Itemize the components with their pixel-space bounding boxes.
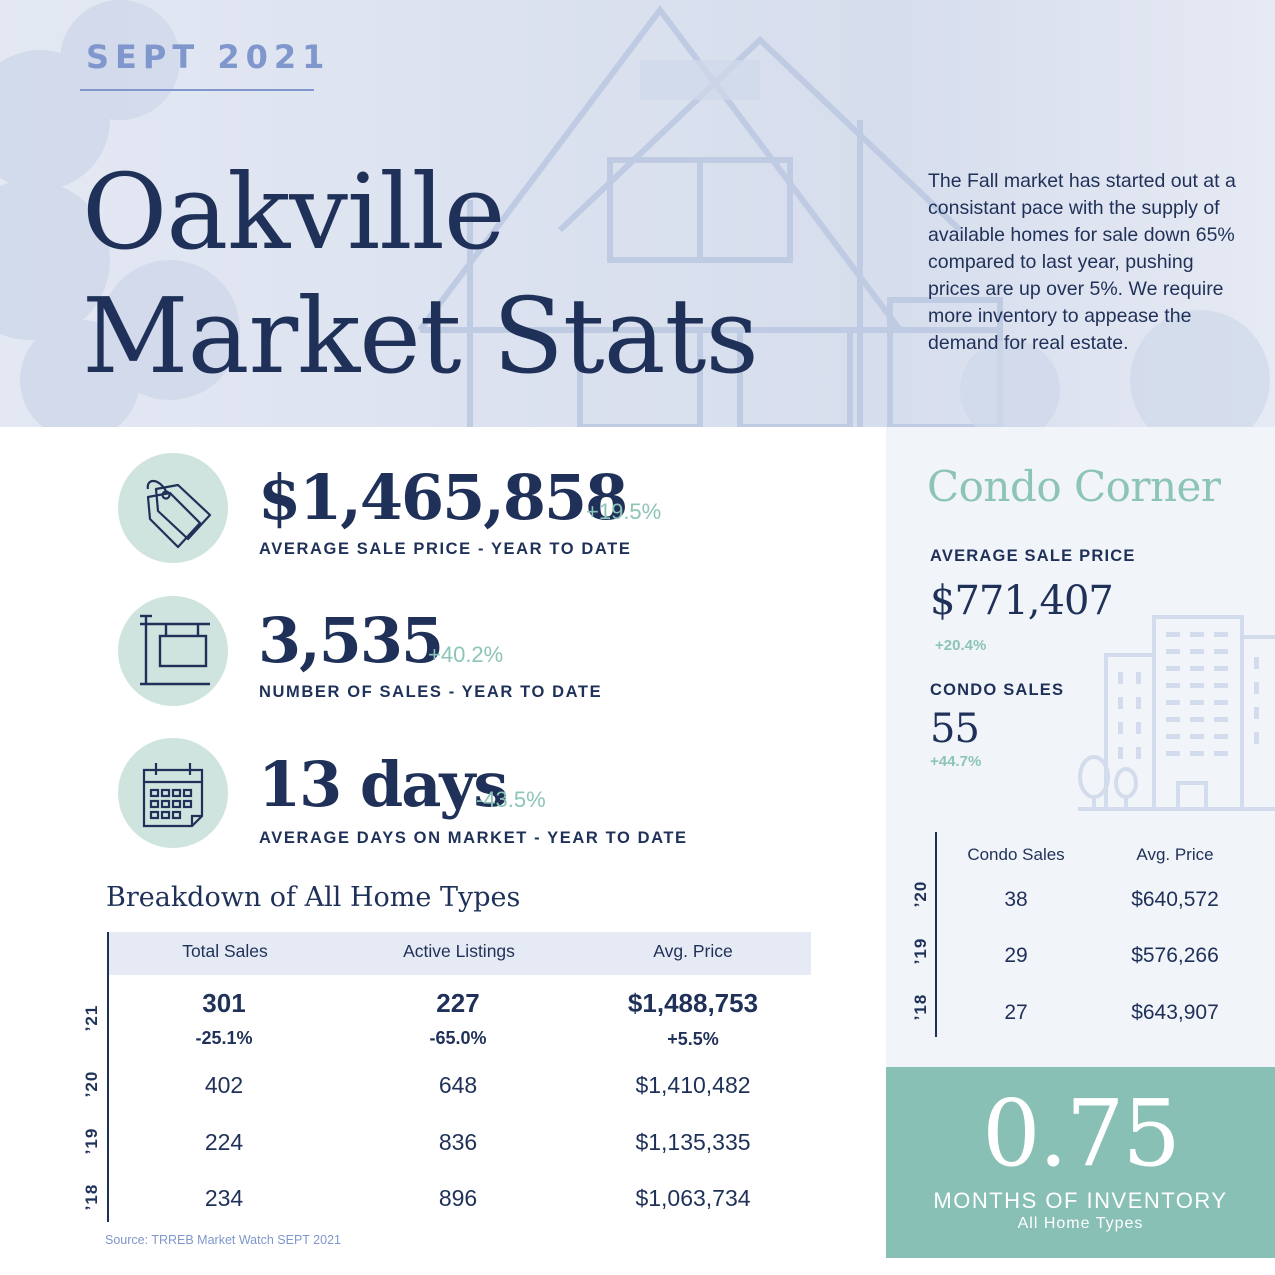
condo-year-label-2019: ’19 <box>911 937 930 965</box>
avg-price-2018: $1,063,734 <box>635 1185 751 1211</box>
months-of-inventory-value: 0.75 <box>982 1080 1181 1187</box>
breakdown-table-header <box>108 932 811 975</box>
total-sales-2020: 402 <box>204 1072 244 1098</box>
year-label-2019: ’19 <box>82 1127 101 1155</box>
months-of-inventory-sublabel: All Home Types <box>1017 1215 1144 1232</box>
page-title: Oakville Market Stats <box>82 150 759 398</box>
months-of-inventory-label: MONTHS OF INVENTORY <box>933 1188 1228 1213</box>
total-sales-2021-change: -25.1% <box>195 1028 253 1048</box>
condo-avg-price-change: +20.4% <box>935 637 987 654</box>
condo-avg-price-2020: $640,572 <box>1131 888 1219 911</box>
condo-sales-2019: 29 <box>1004 944 1028 967</box>
condo-corner-panel <box>886 427 1275 1067</box>
active-listings-2020: 648 <box>438 1072 478 1098</box>
year-label-2020: ’20 <box>82 1070 101 1098</box>
total-sales-2019: 224 <box>204 1129 244 1155</box>
column-header-avg-price: Avg. Price <box>653 941 733 961</box>
condo-year-label-2018: ’18 <box>911 993 930 1021</box>
number-of-sales-label: NUMBER OF SALES - YEAR TO DATE <box>259 683 603 701</box>
avg-price-2019: $1,135,335 <box>635 1129 751 1155</box>
year-label-2021: ’21 <box>82 1004 101 1032</box>
days-on-market-label: AVERAGE DAYS ON MARKET - YEAR TO DATE <box>259 829 688 847</box>
months-of-inventory-panel <box>886 1067 1275 1258</box>
avg-price-2020: $1,410,482 <box>635 1072 751 1098</box>
calendar-icon <box>118 738 228 848</box>
active-listings-2019: 836 <box>438 1129 478 1155</box>
source-note: Source: TRREB Market Watch SEPT 2021 <box>105 1233 341 1247</box>
avg-sale-price-value: $1,465,858 <box>258 461 628 534</box>
hero-banner <box>0 0 1275 427</box>
issue-underline <box>80 89 314 91</box>
number-of-sales-change: +40.2% <box>428 642 504 667</box>
for-sale-sign-icon <box>118 596 228 706</box>
number-of-sales-value: 3,535 <box>258 604 444 677</box>
price-tag-icon <box>118 453 228 563</box>
condo-avg-price-2019: $576,266 <box>1131 944 1219 967</box>
condo-sales-2018: 27 <box>1004 1001 1028 1024</box>
total-sales-2021: 301 <box>202 988 246 1018</box>
year-label-2018: ’18 <box>82 1183 101 1211</box>
house-photo-background <box>0 0 1275 427</box>
condo-year-axis-line <box>935 832 937 1037</box>
condo-column-header-avg-price: Avg. Price <box>1136 845 1214 864</box>
avg-sale-price-change: +19.5% <box>586 499 662 524</box>
condo-sales-label: CONDO SALES <box>930 681 1065 699</box>
condo-avg-price-value: $771,407 <box>930 578 1114 624</box>
breakdown-year-axis-line <box>107 932 109 1222</box>
total-sales-2018: 234 <box>204 1185 244 1211</box>
intro-paragraph: The Fall market has started out at a con… <box>928 170 1236 354</box>
breakdown-title: Breakdown of All Home Types <box>106 882 521 913</box>
condo-avg-price-2018: $643,907 <box>1131 1001 1219 1024</box>
avg-price-2021-change: +5.5% <box>667 1029 719 1049</box>
title-line-1: Oakville <box>82 151 505 273</box>
issue-date: SEPT 2021 <box>86 38 331 76</box>
avg-sale-price-label: AVERAGE SALE PRICE - YEAR TO DATE <box>259 540 632 558</box>
condo-sales-2020: 38 <box>1004 888 1028 911</box>
days-on-market-change: -43.5% <box>476 787 546 812</box>
days-on-market-value: 13 days <box>258 748 508 821</box>
column-header-active-listings: Active Listings <box>403 941 515 961</box>
condo-column-header-sales: Condo Sales <box>967 845 1065 864</box>
condo-avg-price-label: AVERAGE SALE PRICE <box>930 547 1136 565</box>
title-line-2: Market Stats <box>82 275 759 397</box>
column-header-total-sales: Total Sales <box>182 941 268 961</box>
avg-price-2021: $1,488,753 <box>627 988 759 1018</box>
condo-sales-value: 55 <box>930 706 980 752</box>
condo-sales-change: +44.7% <box>930 753 982 770</box>
condo-building-illustration <box>1078 615 1275 811</box>
condo-year-label-2020: ’20 <box>911 880 930 908</box>
active-listings-2021: 227 <box>436 988 480 1018</box>
active-listings-2018: 896 <box>438 1185 478 1211</box>
active-listings-2021-change: -65.0% <box>429 1028 487 1048</box>
condo-corner-title: Condo Corner <box>927 462 1221 511</box>
